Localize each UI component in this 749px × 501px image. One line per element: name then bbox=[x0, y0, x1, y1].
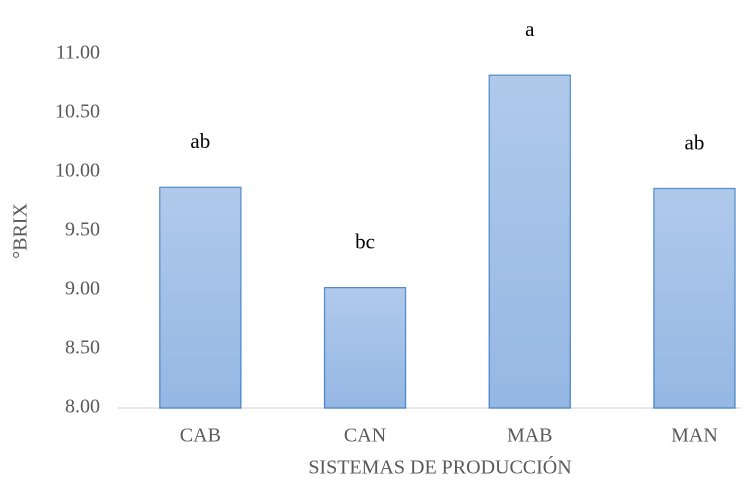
x-tick-label: MAB bbox=[507, 425, 553, 447]
y-tick-label: 9.50 bbox=[65, 219, 100, 241]
y-tick-label: 10.50 bbox=[55, 101, 100, 123]
y-tick-label: 10.00 bbox=[55, 160, 100, 182]
x-tick-label: MAN bbox=[671, 425, 718, 447]
y-tick-label: 9.00 bbox=[65, 278, 100, 300]
x-axis-title: SISTEMAS DE PRODUCCIÓN bbox=[308, 455, 571, 479]
y-tick-label: 8.00 bbox=[65, 396, 100, 418]
significance-letter: ab bbox=[685, 130, 705, 154]
y-tick-label: 11.00 bbox=[56, 42, 100, 64]
significance-letter: a bbox=[525, 17, 535, 41]
significance-letter: ab bbox=[190, 129, 210, 153]
x-tick-label: CAN bbox=[344, 425, 386, 447]
bar bbox=[159, 186, 242, 409]
bar bbox=[323, 286, 407, 409]
y-axis-title: °BRIX bbox=[10, 203, 32, 259]
bar bbox=[488, 74, 571, 409]
y-tick-label: 8.50 bbox=[65, 337, 100, 359]
x-tick-label: CAB bbox=[180, 425, 221, 447]
significance-letter: bc bbox=[355, 229, 375, 253]
bar bbox=[653, 187, 736, 409]
